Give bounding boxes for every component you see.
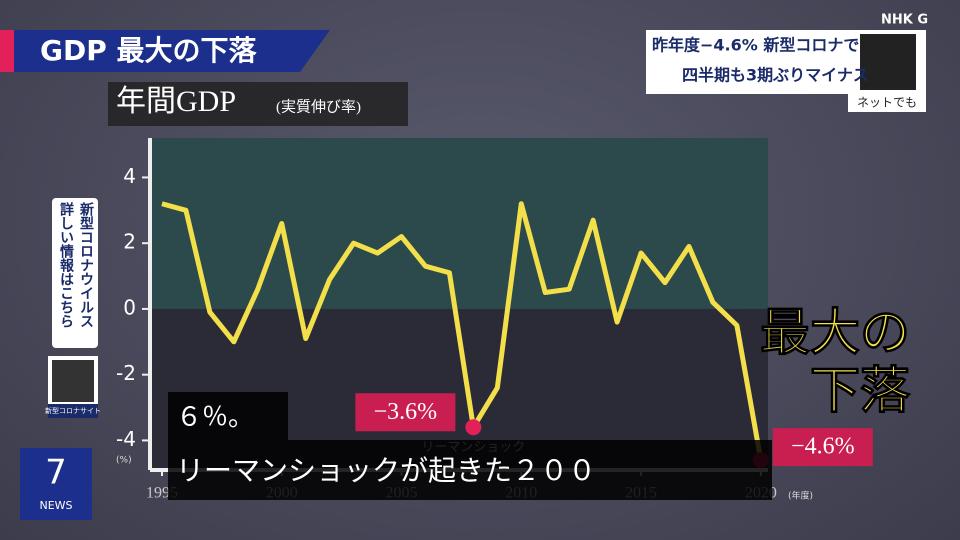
value-label: −3.6% — [374, 399, 438, 425]
chart-subtitle: (実質伸び率) — [276, 97, 361, 115]
topic-line: 昨年度−4.6% 新型コロナで — [652, 36, 859, 55]
topic-line: 四半期も3期ぶりマイナス — [682, 66, 869, 85]
channel-number: 7 — [45, 453, 67, 493]
point-marker — [752, 452, 769, 469]
data-line — [161, 201, 764, 461]
qr — [860, 34, 916, 90]
topic-tag: ネットでも — [857, 96, 917, 110]
x-tick-label: 2015 — [625, 485, 657, 502]
y-unit: (%) — [116, 456, 132, 466]
side-line: 新型コロナウイルス — [78, 202, 94, 328]
side-line: 詳しい情報はこちら — [58, 202, 74, 328]
value-label-box — [772, 428, 873, 467]
y-tick-label: -2 — [116, 361, 136, 385]
annotation: リーマンショック — [421, 440, 525, 455]
value-label-box — [355, 393, 456, 432]
channel-name: NEWS — [39, 499, 72, 512]
x-tick-label: 2020 — [745, 485, 777, 502]
side-panel[interactable]: 新型コロナウイルス 詳しい情報はこちら — [52, 198, 98, 348]
positive-zone — [150, 138, 768, 309]
chart-title: 年間GDP — [116, 85, 236, 118]
x-tick-label: 2010 — [505, 485, 537, 502]
x-tick-label: 2000 — [266, 485, 298, 502]
chart-title-box — [108, 82, 408, 126]
topic-tag-box — [848, 94, 926, 112]
value-label: −4.6% — [791, 434, 855, 460]
y-tick-label: 4 — [123, 164, 136, 188]
header-accent — [0, 30, 14, 72]
header-title: GDP 最大の下落 — [40, 34, 257, 67]
x-tick-label: 1995 — [146, 485, 178, 502]
callout: 最大の — [760, 304, 910, 360]
y-tick-label: 2 — [123, 230, 136, 254]
logo: NHK G — [881, 13, 928, 28]
y-tick-label: -4 — [116, 427, 136, 451]
y-tick-label: 0 — [123, 295, 136, 319]
x-unit: (年度) — [788, 490, 813, 502]
point-marker — [465, 419, 482, 436]
channel-box — [20, 448, 92, 520]
header-band — [0, 30, 330, 72]
callout: 下落 — [810, 362, 911, 418]
x-tick-label: 2005 — [386, 485, 418, 502]
